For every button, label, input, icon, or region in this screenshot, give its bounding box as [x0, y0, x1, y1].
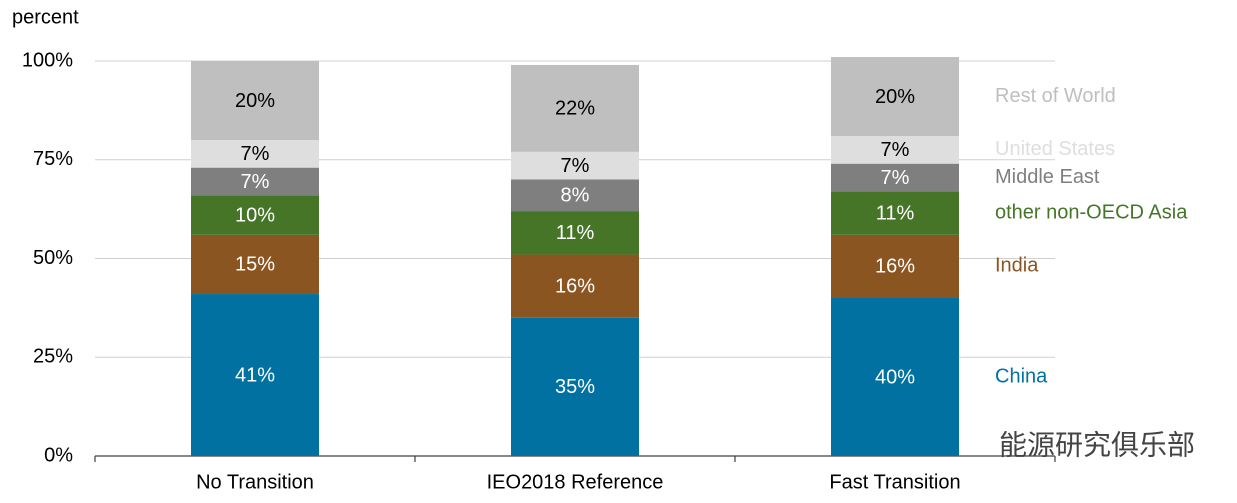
value-label: 15%	[235, 254, 275, 276]
y-tick-label: 25%	[33, 346, 73, 368]
bar-segment	[831, 136, 959, 164]
bar-segment	[191, 61, 319, 140]
x-tick-label: Fast Transition	[829, 471, 960, 493]
value-label: 16%	[875, 256, 915, 278]
bar-segment	[831, 57, 959, 137]
legend-label: Middle East	[995, 166, 1100, 188]
bar-segment	[511, 317, 639, 456]
value-label: 7%	[241, 143, 270, 165]
bar-segment	[831, 163, 959, 192]
value-label: 41%	[235, 364, 275, 386]
value-label: 11%	[876, 202, 915, 224]
value-label: 7%	[241, 171, 270, 193]
value-label: 20%	[235, 90, 275, 112]
value-label: 7%	[561, 155, 590, 177]
value-label: 10%	[235, 204, 275, 226]
bar-segment	[191, 140, 319, 168]
y-axis-label: percent	[12, 6, 79, 28]
value-label: 7%	[881, 139, 910, 161]
bar-segment	[191, 294, 319, 456]
value-label: 16%	[555, 275, 595, 297]
bar-segment	[511, 254, 639, 318]
x-tick-label: IEO2018 Reference	[487, 471, 664, 493]
legend-label: United States	[995, 138, 1115, 160]
bar-segment	[831, 298, 959, 456]
x-tick-label: No Transition	[196, 471, 314, 493]
bar-segment	[511, 179, 639, 212]
value-label: 35%	[555, 376, 595, 398]
bar-segment	[511, 151, 639, 180]
legend-label: Rest of World	[995, 85, 1116, 107]
bar-segment	[831, 191, 959, 235]
legend-label: other non-OECD Asia	[995, 201, 1188, 223]
y-tick-label: 75%	[33, 148, 73, 170]
bar-segment	[191, 195, 319, 235]
value-label: 20%	[875, 86, 915, 108]
bar-segment	[511, 211, 639, 255]
legend-label: India	[995, 255, 1039, 277]
bar-segment	[191, 234, 319, 295]
value-label: 11%	[556, 222, 595, 244]
watermark: 能源研究俱乐部	[999, 429, 1195, 460]
bar-segment	[511, 64, 639, 152]
legend-label: China	[995, 365, 1048, 387]
bar-segment	[191, 167, 319, 196]
bar-segment	[831, 234, 959, 298]
y-tick-label: 0%	[44, 444, 73, 466]
y-tick-label: 100%	[22, 49, 73, 71]
value-label: 22%	[555, 98, 595, 120]
value-label: 7%	[881, 167, 910, 189]
value-label: 40%	[875, 366, 915, 388]
y-tick-label: 50%	[33, 247, 73, 269]
value-label: 8%	[561, 185, 590, 207]
